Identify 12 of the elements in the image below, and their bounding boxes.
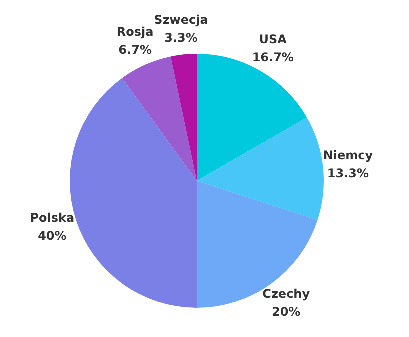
slice-label: Niemcy bbox=[323, 148, 374, 162]
data-label: 40% bbox=[38, 229, 67, 244]
slice-label: USA bbox=[259, 32, 288, 47]
data-label: 20% bbox=[272, 305, 301, 320]
slice-label: Czechy bbox=[262, 287, 310, 302]
slice-label: Rosja bbox=[116, 25, 154, 40]
data-label: 16.7% bbox=[252, 50, 294, 65]
slice-label: Szwecja bbox=[154, 12, 208, 27]
data-label: 6.7% bbox=[118, 43, 152, 58]
data-label: 13.3% bbox=[327, 166, 370, 180]
slice-label: Polska bbox=[30, 211, 75, 226]
data-label: 3.3% bbox=[164, 30, 198, 45]
